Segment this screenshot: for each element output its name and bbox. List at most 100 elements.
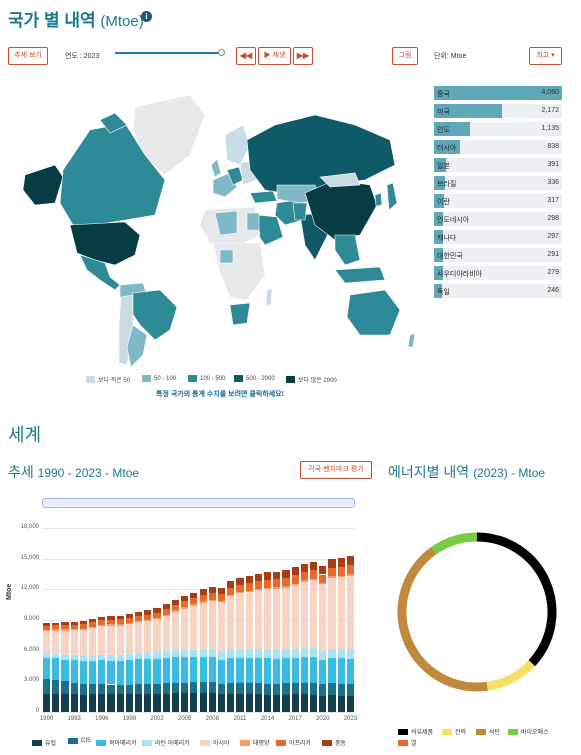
ranking-row[interactable]: 중국 4,060 <box>434 86 562 100</box>
bar-segment <box>116 624 124 626</box>
bar-segment <box>282 649 290 659</box>
info-icon[interactable]: i <box>141 11 152 22</box>
bar-segment <box>309 694 318 712</box>
ranking-value: 2,172 <box>541 107 559 114</box>
donut-legend-label: 바이오매스 <box>521 730 549 736</box>
bar-segment <box>52 658 60 680</box>
bar-segment <box>245 649 253 659</box>
bar-segment <box>107 615 115 620</box>
max-dropdown[interactable]: 최고 ▾ <box>529 47 562 65</box>
ranking-row[interactable]: 대한민국 291 <box>434 248 562 262</box>
fast-forward-icon[interactable]: ▶▶ <box>293 47 313 65</box>
bar-segment <box>98 616 106 621</box>
bar-segment <box>43 623 51 626</box>
bar-segment <box>135 694 143 712</box>
bar-legend-label: 라틴 아메리카 <box>155 741 190 747</box>
bar-segment <box>263 683 272 695</box>
bar-segment <box>190 657 198 683</box>
bar-segment <box>162 651 170 659</box>
bar-segment <box>346 574 354 576</box>
bar-segment <box>52 693 60 712</box>
energy-title-meta: (2023) - Mtoe <box>473 466 546 480</box>
bar-segment <box>70 660 78 683</box>
page-title-text: 국가 별 내역 <box>8 11 96 30</box>
bar-segment <box>125 684 134 695</box>
map-algeria <box>214 210 238 236</box>
bar-legend-swatch <box>32 739 42 746</box>
benchmark-button[interactable]: 각국 벤치마크 평가 <box>300 461 372 479</box>
bar-segment <box>337 683 345 696</box>
ranking-value: 297 <box>547 233 559 240</box>
map-russia <box>246 114 396 196</box>
bar-segment <box>208 682 216 694</box>
map-scandinavia <box>224 124 251 166</box>
ranking-bar <box>434 284 442 298</box>
bar-segment <box>153 693 161 712</box>
ranking-country: 브라질 <box>437 181 457 188</box>
ranking-row[interactable]: 독일 246 <box>434 284 562 298</box>
bar-segment <box>135 684 143 694</box>
bar-segment <box>116 625 124 655</box>
graph-button[interactable]: 그림 <box>392 47 418 65</box>
ranking-bar <box>434 212 444 226</box>
bar-legend-swatch <box>96 739 106 746</box>
ranking-row[interactable]: 미국 2,172 <box>434 104 562 118</box>
bar-segment <box>107 694 115 712</box>
ranking-value: 4,060 <box>541 89 559 96</box>
ranking-row[interactable]: 사우디아라비아 279 <box>434 266 562 280</box>
bar-segment <box>328 682 336 695</box>
bar-segment <box>227 596 235 650</box>
ranking-row[interactable]: 인도 1,135 <box>434 122 562 136</box>
bar-segment <box>291 683 299 695</box>
bar-segment <box>309 570 318 579</box>
rewind-icon[interactable]: ◀◀ <box>236 47 256 65</box>
bar-segment <box>282 683 290 695</box>
ranking-row[interactable]: 인도네시아 298 <box>434 212 562 226</box>
bar-segment <box>135 653 143 660</box>
y-tick-label: 9,000 <box>23 616 39 622</box>
bar-segment <box>337 695 345 712</box>
bar-segment <box>346 565 354 575</box>
bar-segment <box>89 684 97 695</box>
year-slider[interactable] <box>115 52 223 54</box>
bar-segment <box>181 608 189 651</box>
bar-segment <box>263 580 272 588</box>
ranking-row[interactable]: 이란 317 <box>434 194 562 208</box>
bar-segment <box>135 616 143 622</box>
ranking-row[interactable]: 일본 391 <box>434 158 562 172</box>
trend-view-button[interactable]: 추세 보기 <box>8 47 48 65</box>
bar-segment <box>162 658 170 684</box>
bar-segment <box>263 658 272 684</box>
bar-segment <box>227 595 235 597</box>
bar-segment <box>181 596 189 602</box>
bar-legend-item: 유럽 <box>32 738 56 747</box>
bar-segment <box>291 657 299 684</box>
donut-legend-item: 석유제품 <box>398 727 433 736</box>
bar-segment <box>227 649 235 658</box>
play-button[interactable]: ▶ 재생 <box>258 47 291 65</box>
bar-segment <box>291 575 299 584</box>
bar-segment <box>319 651 327 661</box>
bar-segment <box>227 657 235 683</box>
world-map[interactable] <box>15 85 425 370</box>
ranking-country: 러시아 <box>437 145 457 152</box>
ranking-row[interactable]: 캐나다 297 <box>434 230 562 244</box>
gridline <box>42 650 355 652</box>
bar-segment <box>107 654 115 661</box>
bar-segment <box>89 618 97 623</box>
bar-segment <box>319 684 327 696</box>
bar-segment <box>217 587 226 595</box>
bar-segment <box>263 649 272 659</box>
bar-segment <box>70 655 78 661</box>
chart-navigator[interactable] <box>42 498 355 508</box>
bar-segment <box>61 654 69 660</box>
ranking-row[interactable]: 러시아 838 <box>434 140 562 154</box>
bar-legend-label: 유럽 <box>45 741 57 747</box>
bar-segment <box>254 694 262 712</box>
year-slider-handle[interactable] <box>218 49 225 56</box>
bar-segment <box>70 682 78 695</box>
ranking-country: 사우디아라비아 <box>437 271 483 278</box>
map-australia <box>346 289 401 336</box>
ranking-row[interactable]: 브라질 336 <box>434 176 562 190</box>
bar-segment <box>171 650 180 658</box>
